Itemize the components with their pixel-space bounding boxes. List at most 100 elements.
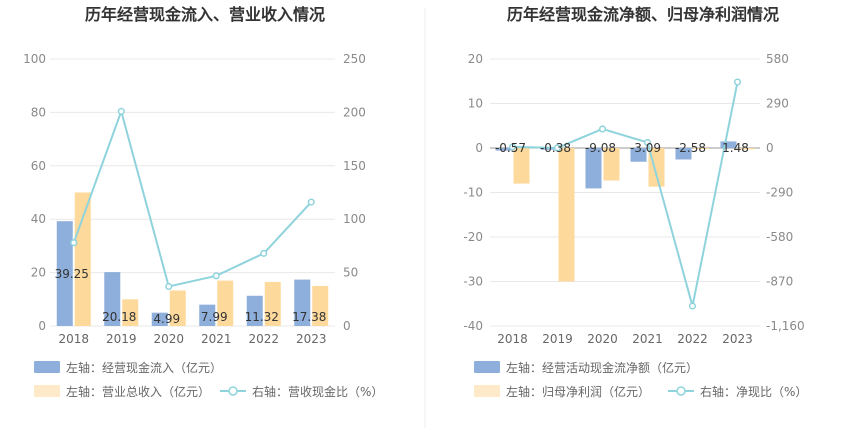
legend-swatch-bar2	[34, 385, 60, 397]
data-label: 1.48	[722, 141, 749, 155]
bar-series2	[513, 148, 530, 184]
bar-series1	[720, 141, 737, 148]
line-point	[643, 138, 652, 147]
legend-label: 右轴：净现比（%）	[700, 384, 807, 399]
line-point	[553, 144, 562, 152]
data-label: 39.25	[55, 267, 89, 281]
x-axis-tick: 2018	[497, 332, 528, 346]
bar-series2	[264, 281, 281, 326]
chart-title: 历年经营现金流入、营业收入情况	[85, 5, 325, 24]
x-axis-tick: 2018	[58, 332, 89, 346]
bar-series1	[585, 148, 602, 189]
right-axis-tick: -290	[766, 186, 793, 200]
data-label: -0.57	[495, 141, 526, 155]
right-axis-tick: -870	[766, 275, 793, 289]
legend-label: 左轴：经营现金流入（亿元）	[66, 360, 222, 375]
bar-series2	[312, 285, 329, 326]
legend-label: 左轴：归母净利润（亿元）	[506, 384, 650, 399]
left-axis-tick: 100	[23, 52, 46, 66]
left-axis-tick: 0	[38, 319, 46, 333]
x-axis-tick: 2022	[248, 332, 279, 346]
left-axis-tick: 20	[31, 266, 46, 280]
bar-series2	[603, 148, 620, 181]
x-axis-tick: 2023	[722, 332, 753, 346]
bar-series1	[294, 279, 311, 326]
line-point	[508, 143, 517, 151]
data-label: -0.38	[540, 141, 571, 155]
legend-label: 右轴：营收现金比（%）	[252, 384, 383, 399]
x-axis-tick: 2020	[153, 332, 184, 346]
data-label: 17.38	[292, 310, 326, 324]
line-point	[212, 272, 220, 280]
legend-swatch-point	[228, 386, 238, 396]
line-point	[117, 107, 125, 115]
bar-series1	[675, 148, 692, 160]
right-axis-tick: 150	[343, 159, 366, 173]
data-label: -9.08	[585, 141, 616, 155]
bar-series2	[738, 148, 755, 150]
line-series	[72, 108, 312, 288]
line-point	[598, 125, 607, 133]
line-point	[733, 78, 742, 86]
bar-series1	[630, 148, 647, 162]
bar-series1	[104, 272, 121, 326]
x-axis-tick: 2021	[201, 332, 232, 346]
left-axis-tick: 40	[31, 212, 46, 226]
bar-series2	[74, 192, 91, 326]
line-point	[260, 249, 268, 257]
line-point	[307, 198, 315, 206]
right-axis-tick: 50	[343, 266, 358, 280]
x-axis-tick: 2020	[587, 332, 618, 346]
chart-title: 历年经营现金流净额、归母净利润情况	[507, 5, 779, 24]
left-axis-tick: -20	[463, 230, 483, 244]
left-axis-tick: 80	[31, 105, 46, 119]
legend-swatch-point	[676, 386, 686, 396]
bar-series1	[540, 148, 557, 150]
bar-series2	[693, 148, 710, 149]
bar-series1	[199, 304, 216, 326]
right-axis-tick: 200	[343, 105, 366, 119]
bar-series1	[495, 148, 512, 151]
line-point	[70, 239, 78, 247]
x-axis-tick: 2022	[677, 332, 708, 346]
data-label: 20.18	[102, 310, 136, 324]
legend-swatch-bar1	[474, 361, 500, 373]
x-axis-tick: 2019	[106, 332, 137, 346]
x-axis-tick: 2023	[296, 332, 327, 346]
data-label: -3.09	[630, 141, 661, 155]
bar-series1	[246, 295, 263, 326]
bar-series1	[151, 312, 168, 326]
data-label: -2.58	[675, 141, 706, 155]
legend-swatch-bar1	[34, 361, 60, 373]
line-series	[512, 81, 739, 307]
bar-series1	[56, 221, 73, 326]
bar-series2	[169, 290, 186, 326]
right-axis-tick: 250	[343, 52, 366, 66]
right-axis-tick: 290	[766, 97, 789, 111]
right-axis-tick: -580	[766, 230, 793, 244]
legend-label: 左轴：营业总收入（亿元）	[66, 384, 210, 399]
data-label: 7.99	[201, 310, 228, 324]
right-axis-tick: 0	[343, 319, 351, 333]
x-axis-tick: 2021	[632, 332, 663, 346]
bar-series2	[122, 299, 139, 326]
left-axis-tick: 10	[468, 97, 483, 111]
data-label: 11.32	[245, 310, 279, 324]
right-axis-tick: 100	[343, 212, 366, 226]
left-axis-tick: 60	[31, 159, 46, 173]
line-point	[165, 282, 173, 291]
legend-label: 左轴：经营活动现金流净额（亿元）	[506, 360, 698, 375]
left-axis-tick: 20	[468, 52, 483, 66]
right-axis-tick: 0	[766, 141, 774, 155]
bar-series2	[217, 280, 234, 326]
right-axis-tick: -1,160	[766, 319, 805, 333]
left-axis-tick: -40	[463, 319, 483, 333]
left-axis-tick: -10	[463, 186, 483, 200]
left-axis-tick: 0	[475, 141, 483, 155]
left-axis-tick: -30	[463, 275, 483, 289]
legend-swatch-bar2	[474, 385, 500, 397]
x-axis-tick: 2019	[542, 332, 573, 346]
right-axis-tick: 580	[766, 52, 789, 66]
